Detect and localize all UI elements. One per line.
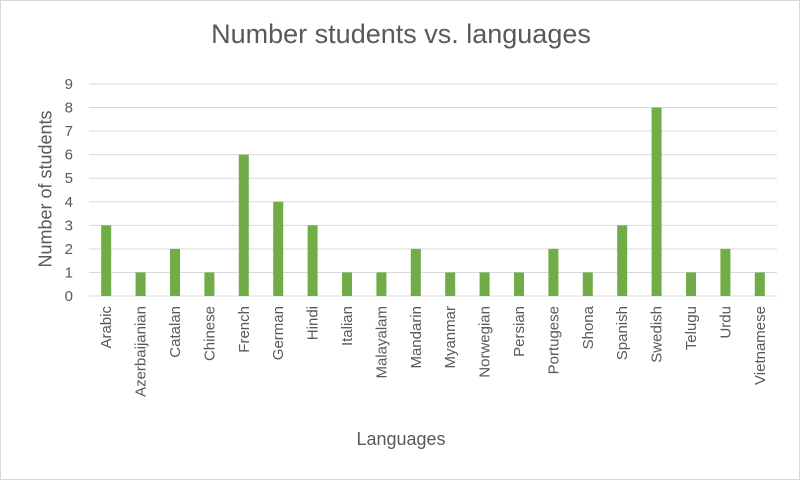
y-tick-label: 5 — [65, 170, 73, 187]
bar — [445, 272, 456, 296]
bar — [342, 272, 352, 296]
bar — [514, 272, 524, 296]
x-tick-label: Spanish — [614, 306, 631, 360]
x-tick-label: Italian — [339, 306, 356, 346]
bar — [582, 272, 593, 296]
x-tick-label: Telugu — [683, 306, 700, 350]
y-tick-label: 3 — [65, 217, 73, 234]
bar — [479, 272, 490, 296]
y-tick-label: 2 — [65, 241, 73, 258]
bar — [204, 272, 215, 296]
bar — [376, 272, 387, 296]
x-tick-label: Myanmar — [442, 306, 459, 369]
bar — [307, 225, 318, 296]
x-axis-label: Languages — [356, 429, 446, 449]
x-tick-label: Shona — [580, 305, 597, 349]
x-tick-label: German — [270, 306, 287, 360]
bar — [617, 225, 628, 296]
x-tick-label: Urdu — [717, 306, 734, 339]
bar — [273, 201, 284, 296]
y-tick-label: 4 — [65, 194, 73, 211]
x-tick-label: Vietnamese — [752, 306, 769, 385]
bar — [238, 154, 249, 296]
x-tick-label: Persian — [511, 306, 528, 357]
bar — [720, 248, 731, 296]
bar — [170, 248, 180, 296]
bar — [101, 225, 112, 296]
x-tick-label: Arabic — [98, 306, 115, 349]
y-tick-label: 7 — [65, 123, 73, 140]
bar — [754, 272, 765, 296]
x-tick-label: Portugese — [545, 306, 562, 374]
x-tick-label: Hindi — [305, 306, 322, 340]
x-tick-label: Chinese — [201, 306, 218, 361]
x-tick-label: Catalan — [167, 306, 184, 358]
x-tick-label: Malayalam — [373, 306, 390, 379]
bar — [410, 248, 421, 296]
y-tick-label: 8 — [65, 100, 73, 117]
bar — [651, 107, 662, 296]
x-tick-label: Mandarin — [408, 306, 425, 369]
y-tick-label: 1 — [65, 264, 73, 281]
bar — [135, 272, 146, 296]
bar — [686, 272, 696, 296]
x-tick-label: Azerbaijanian — [133, 306, 150, 397]
y-tick-label: 0 — [65, 288, 73, 305]
bar — [548, 248, 559, 296]
y-tick-label: 9 — [65, 76, 73, 93]
x-tick-label: French — [236, 306, 253, 353]
y-tick-label: 6 — [65, 147, 73, 164]
x-tick-label: Swedish — [649, 306, 666, 363]
chart-title: Number students vs. languages — [211, 19, 591, 49]
x-tick-label: Norwegian — [477, 306, 494, 378]
